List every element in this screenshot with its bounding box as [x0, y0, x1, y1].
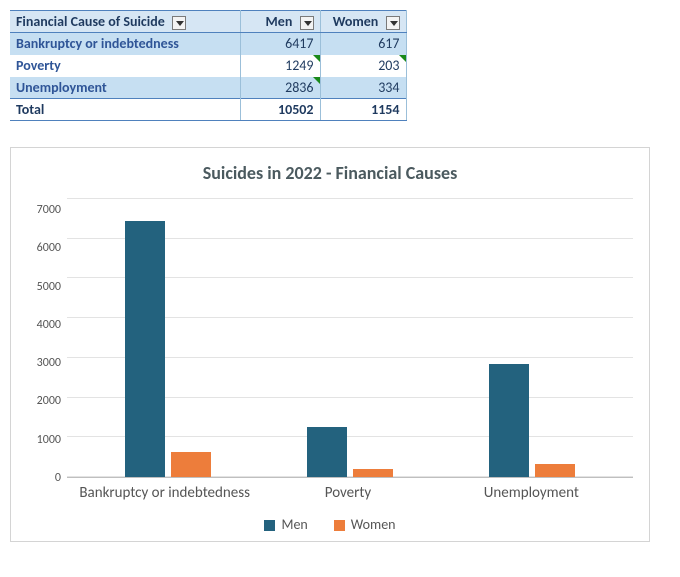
total-men: 10502 — [240, 99, 320, 121]
chart-title: Suicides in 2022 - Financial Causes — [27, 162, 633, 184]
table-body: Bankruptcy or indebtedness6417617Poverty… — [10, 33, 406, 99]
table-header-row: Financial Cause of Suicide Men Women — [10, 11, 406, 33]
cell-men: 2836 — [240, 77, 320, 99]
filter-dropdown-icon[interactable] — [172, 16, 186, 30]
financial-cause-table: Financial Cause of Suicide Men Women Ban… — [10, 10, 407, 121]
col-header-label: Financial Cause of Suicide — [16, 13, 165, 30]
bar-group — [125, 198, 211, 477]
legend-swatch — [264, 520, 275, 531]
col-header-label: Men — [266, 13, 293, 30]
col-header-women[interactable]: Women — [320, 11, 406, 33]
bar-women — [353, 469, 393, 477]
y-axis-labels: 01000200030004000500060007000 — [27, 198, 67, 478]
table-row: Poverty1249203 — [10, 55, 406, 77]
cell-men: 1249 — [240, 55, 320, 77]
table-total-row: Total 10502 1154 — [10, 99, 406, 121]
y-tick-label: 7000 — [27, 204, 61, 216]
legend: Men Women — [27, 516, 633, 533]
bar-men — [489, 364, 529, 477]
legend-label: Men — [281, 516, 307, 533]
y-tick-label: 6000 — [27, 242, 61, 254]
bar-group — [489, 198, 575, 477]
cell-women: 203 — [320, 55, 406, 77]
y-tick-label: 4000 — [27, 319, 61, 331]
bar-group — [307, 198, 393, 477]
y-tick-label: 2000 — [27, 395, 61, 407]
cell-cause: Poverty — [10, 55, 240, 77]
x-axis-labels: Bankruptcy or indebtednessPovertyUnemplo… — [27, 478, 633, 502]
table-row: Bankruptcy or indebtedness6417617 — [10, 33, 406, 55]
x-tick-label: Poverty — [256, 484, 439, 502]
filter-dropdown-icon[interactable] — [386, 16, 400, 30]
legend-swatch — [334, 520, 345, 531]
legend-label: Women — [351, 516, 396, 533]
y-tick-label: 3000 — [27, 357, 61, 369]
cell-cause: Unemployment — [10, 77, 240, 99]
y-tick-label: 5000 — [27, 281, 61, 293]
y-tick-label: 0 — [27, 472, 61, 484]
cell-women: 617 — [320, 33, 406, 55]
chart-card: Suicides in 2022 - Financial Causes 0 100… — [10, 147, 650, 542]
col-header-cause[interactable]: Financial Cause of Suicide — [10, 11, 240, 33]
x-tick-label: Unemployment — [440, 484, 623, 502]
bar-groups — [67, 198, 633, 477]
total-label: Total — [10, 99, 240, 121]
cell-cause: Bankruptcy or indebtedness — [10, 33, 240, 55]
x-tick-label: Bankruptcy or indebtedness — [73, 484, 256, 502]
col-header-label: Women — [333, 13, 379, 30]
bar-men — [307, 427, 347, 477]
plot — [67, 198, 633, 478]
plot-area: 01000200030004000500060007000 — [27, 198, 633, 478]
legend-item: Women — [334, 516, 396, 533]
cell-women: 334 — [320, 77, 406, 99]
cell-men: 6417 — [240, 33, 320, 55]
col-header-men[interactable]: Men — [240, 11, 320, 33]
legend-item: Men — [264, 516, 307, 533]
bar-men — [125, 221, 165, 477]
y-tick-label: 1000 — [27, 434, 61, 446]
filter-dropdown-icon[interactable] — [300, 16, 314, 30]
bar-women — [171, 452, 211, 477]
table-row: Unemployment2836334 — [10, 77, 406, 99]
bar-women — [535, 464, 575, 477]
total-women: 1154 — [320, 99, 406, 121]
